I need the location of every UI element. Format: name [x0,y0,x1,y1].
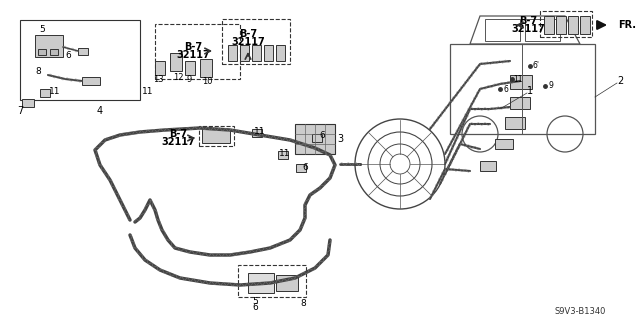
Bar [544,16,554,34]
Bar [568,16,578,34]
Bar [20,20,140,100]
Text: 11: 11 [279,150,291,159]
Bar [295,124,335,154]
Text: 10: 10 [202,78,212,86]
Bar [556,16,566,34]
Bar [50,49,58,55]
Bar [35,35,63,57]
Text: 7: 7 [17,106,23,116]
Bar [38,49,46,55]
Text: 12: 12 [173,72,183,81]
Text: 11: 11 [142,86,154,95]
Bar [200,59,212,77]
Bar [252,45,261,61]
Bar [276,275,298,291]
Bar [22,99,34,107]
Text: 32117: 32117 [511,24,545,34]
Bar [480,161,496,171]
Text: 11: 11 [49,86,61,95]
Text: 9: 9 [186,75,191,84]
Bar [580,16,590,34]
Text: 6: 6 [302,162,308,172]
Text: S9V3-B1340: S9V3-B1340 [554,307,605,315]
Text: 4: 4 [97,106,103,116]
Text: 5: 5 [252,296,258,306]
Bar [510,97,530,109]
Bar [202,129,230,143]
Text: 6: 6 [319,131,325,140]
Bar [540,11,592,37]
Bar [240,45,249,61]
Bar [485,19,520,41]
Bar [495,139,513,149]
Bar [505,117,525,129]
Bar [296,164,306,172]
Text: B-7: B-7 [519,16,537,26]
Bar [278,151,288,159]
Text: 8: 8 [300,299,306,308]
Bar [264,45,273,61]
Text: 3: 3 [337,134,343,144]
Text: B-7: B-7 [239,29,257,39]
Text: 8: 8 [35,66,41,76]
Text: B-7: B-7 [184,42,202,52]
Text: 1: 1 [527,86,533,96]
Bar [252,129,262,137]
Bar [155,61,165,75]
Text: 11: 11 [254,127,266,136]
Bar [248,273,274,293]
Text: 11: 11 [513,75,523,84]
Bar [312,134,322,142]
Text: 6: 6 [252,303,258,313]
Bar [199,126,234,146]
Bar [170,53,182,71]
Bar [525,19,560,41]
Text: 32117: 32117 [161,137,195,147]
Bar [78,48,88,55]
Text: FR.: FR. [618,20,636,30]
Bar [82,77,100,85]
Text: 6: 6 [504,85,508,93]
Bar [510,75,532,89]
Text: 6: 6 [65,50,71,60]
Text: 2: 2 [617,76,623,86]
Text: 6': 6' [532,62,540,70]
Text: 9: 9 [548,81,554,91]
Bar [276,45,285,61]
Text: 32117: 32117 [231,37,265,47]
Text: 13: 13 [153,75,163,84]
Bar [228,45,237,61]
Bar [222,19,290,64]
Bar [185,61,195,75]
Bar [40,89,50,97]
Text: B-7: B-7 [169,129,187,139]
Bar [238,265,306,297]
Text: 32117: 32117 [176,50,210,60]
Text: 5: 5 [39,25,45,33]
Bar [155,24,240,79]
